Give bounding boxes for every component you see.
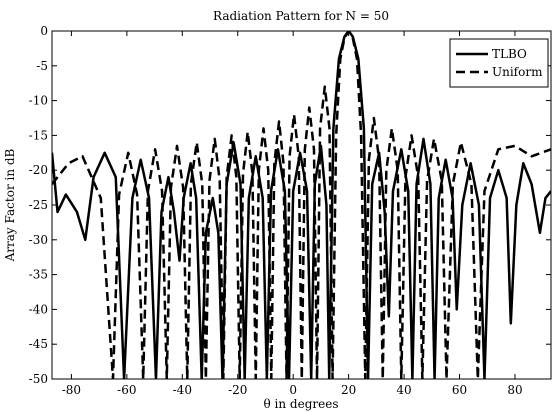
y-tick-label: -50 [29,372,48,386]
y-tick-label: 0 [40,24,48,38]
y-tick-label: -45 [29,337,48,351]
series-line [52,31,551,379]
legend-box [449,38,549,88]
legend-label: TLBO [492,47,527,61]
y-tick-label: -30 [29,233,48,247]
x-tick-label: 40 [396,383,411,397]
x-tick-label: 0 [289,383,297,397]
y-tick-label: -20 [29,163,48,177]
x-axis-label: θ in degrees [264,397,339,411]
chart-title: Radiation Pattern for N = 50 [213,9,389,23]
x-tick-label: -20 [228,383,247,397]
plot-frame [51,30,552,380]
y-tick-label: -5 [36,59,48,73]
y-axis-label: Array Factor in dB [3,148,17,262]
y-tick-label: -10 [29,94,48,108]
x-tick-label: -60 [117,383,136,397]
y-tick-label: -40 [29,302,48,316]
x-tick-label: -80 [62,383,81,397]
plot-area [52,31,551,379]
x-tick-label: 80 [507,383,522,397]
x-tick-label: 60 [452,383,467,397]
x-tick-label: 20 [341,383,356,397]
legend-label: Uniform [492,65,543,79]
x-tick-label: -40 [173,383,192,397]
y-tick-label: -35 [29,268,48,282]
y-tick-label: -25 [29,198,48,212]
y-tick-label: -15 [29,128,48,142]
series-line [52,31,551,379]
